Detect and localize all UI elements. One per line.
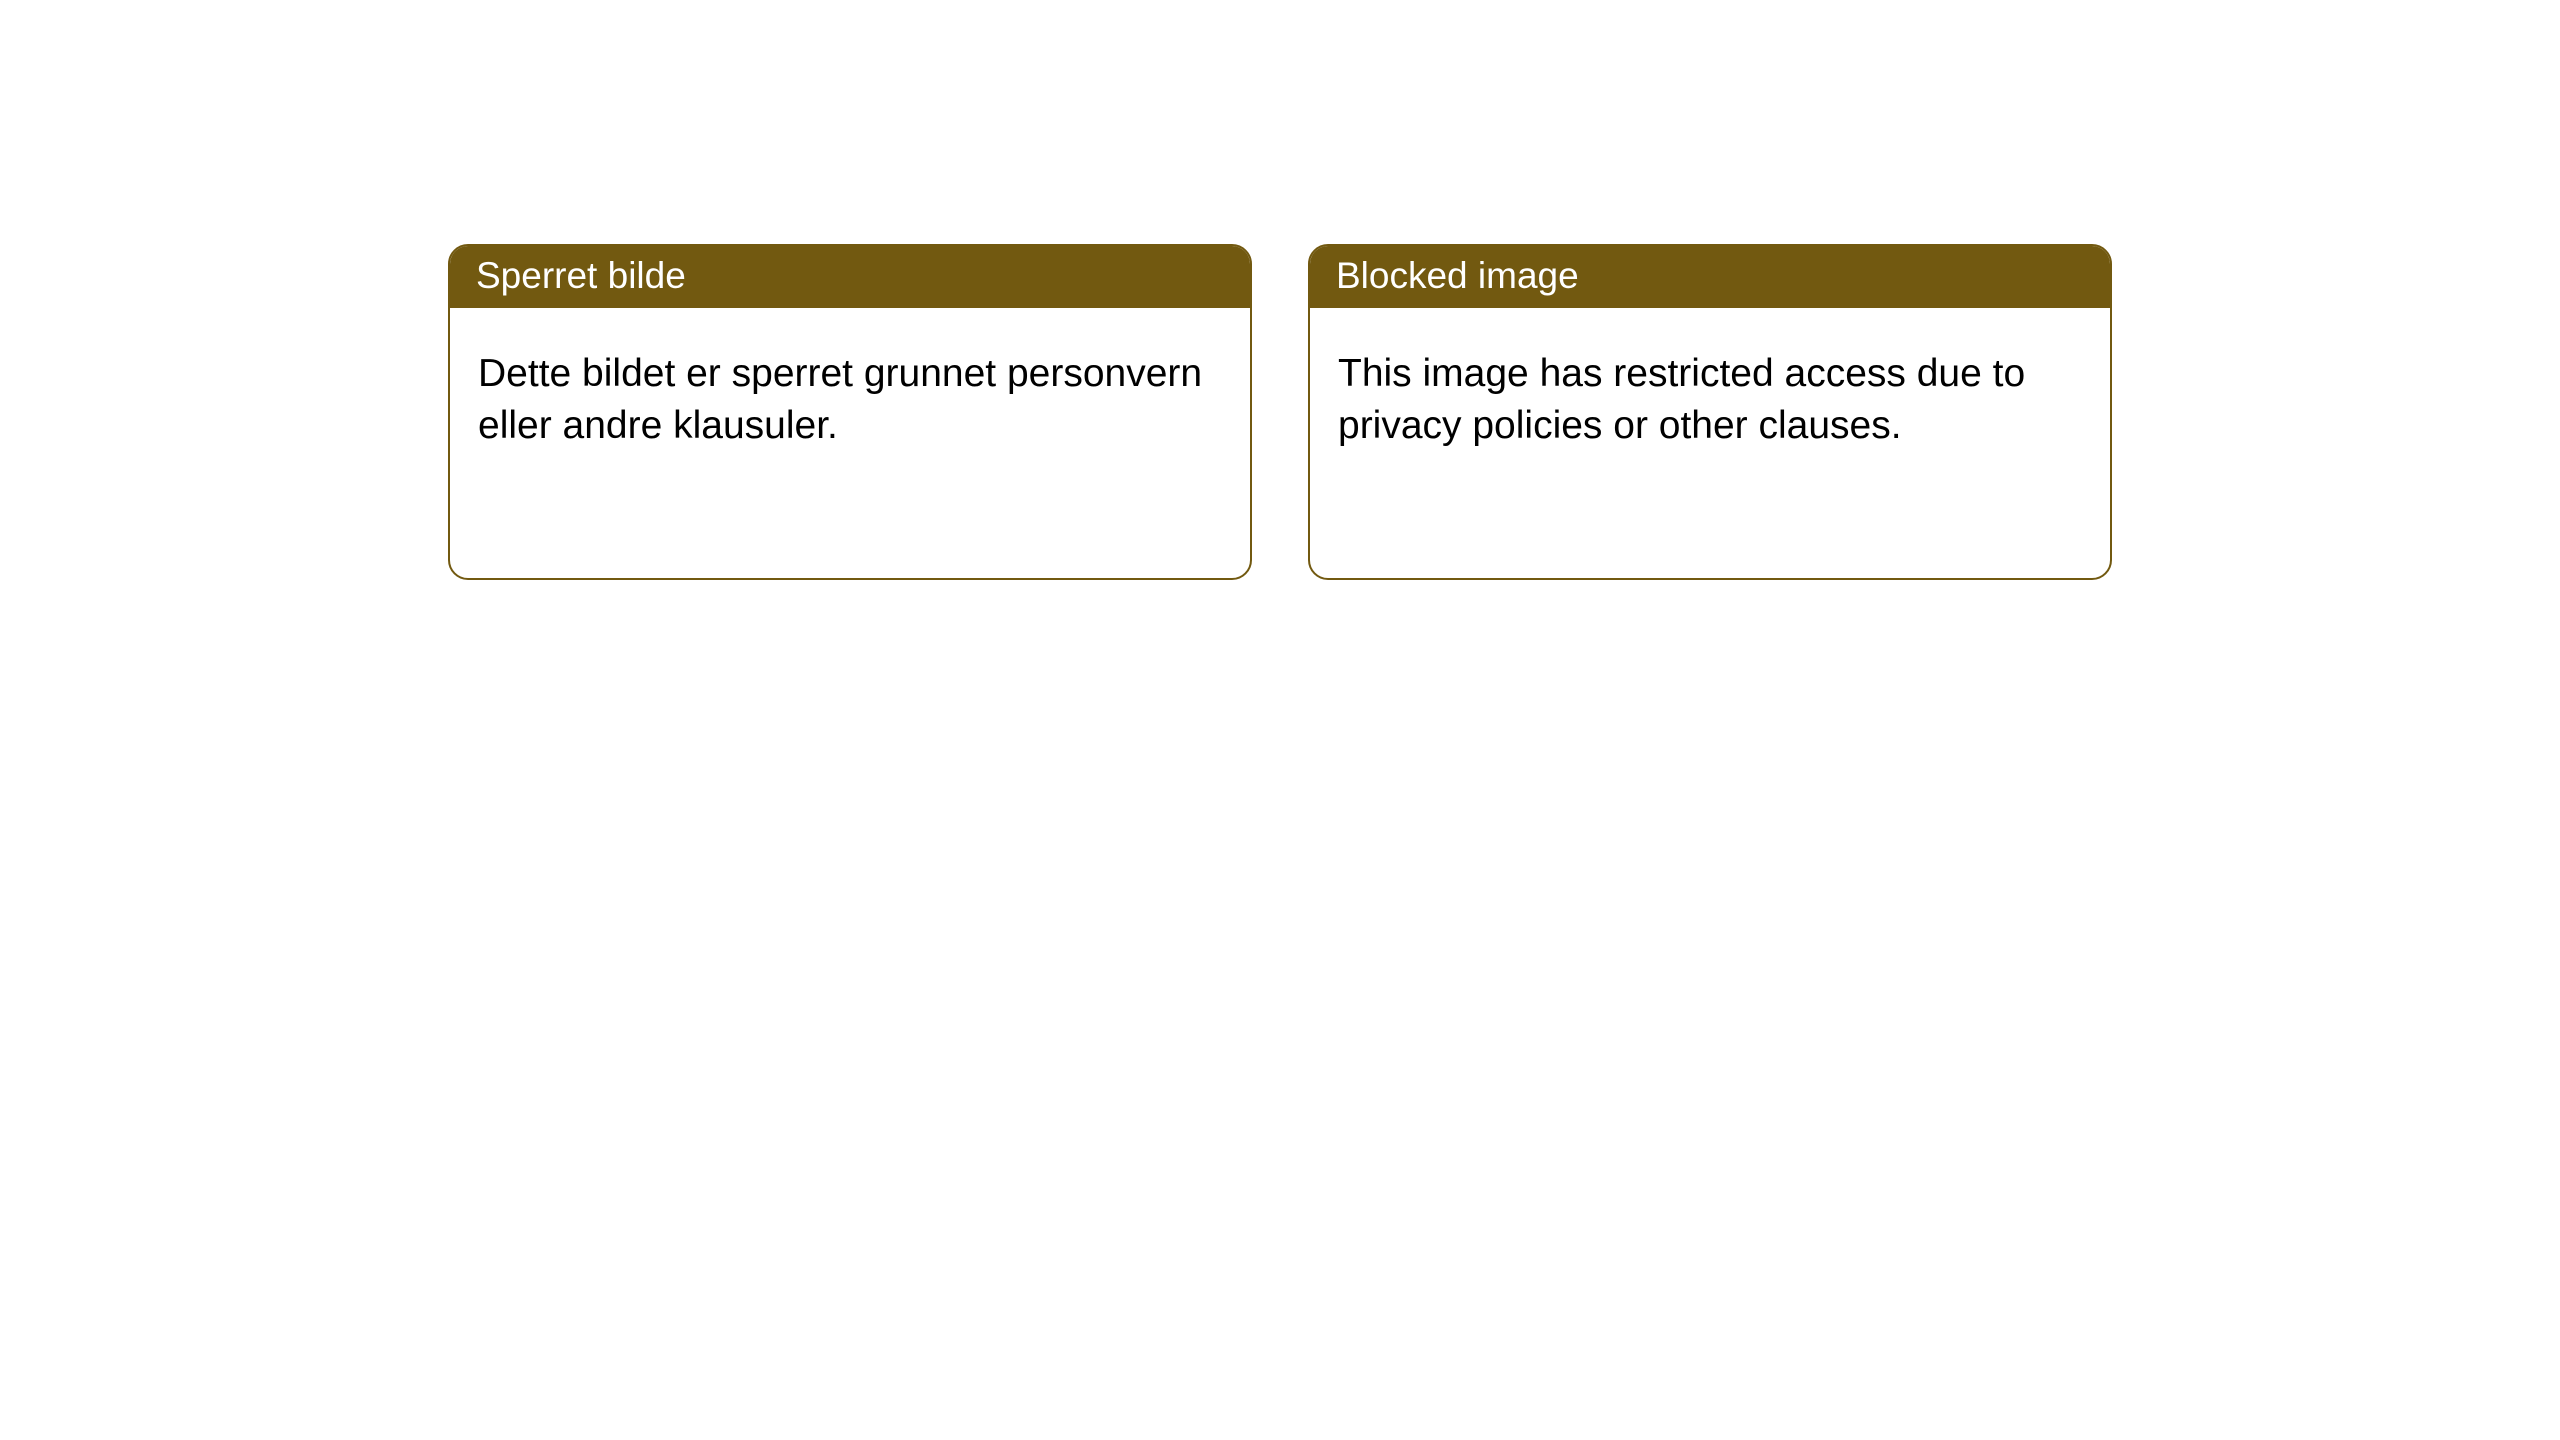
notice-container: Sperret bilde Dette bildet er sperret gr… (0, 0, 2560, 580)
card-header-no: Sperret bilde (450, 246, 1250, 308)
blocked-image-card-no: Sperret bilde Dette bildet er sperret gr… (448, 244, 1252, 580)
card-body-en: This image has restricted access due to … (1310, 308, 2110, 491)
card-header-en: Blocked image (1310, 246, 2110, 308)
card-body-no: Dette bildet er sperret grunnet personve… (450, 308, 1250, 491)
blocked-image-card-en: Blocked image This image has restricted … (1308, 244, 2112, 580)
